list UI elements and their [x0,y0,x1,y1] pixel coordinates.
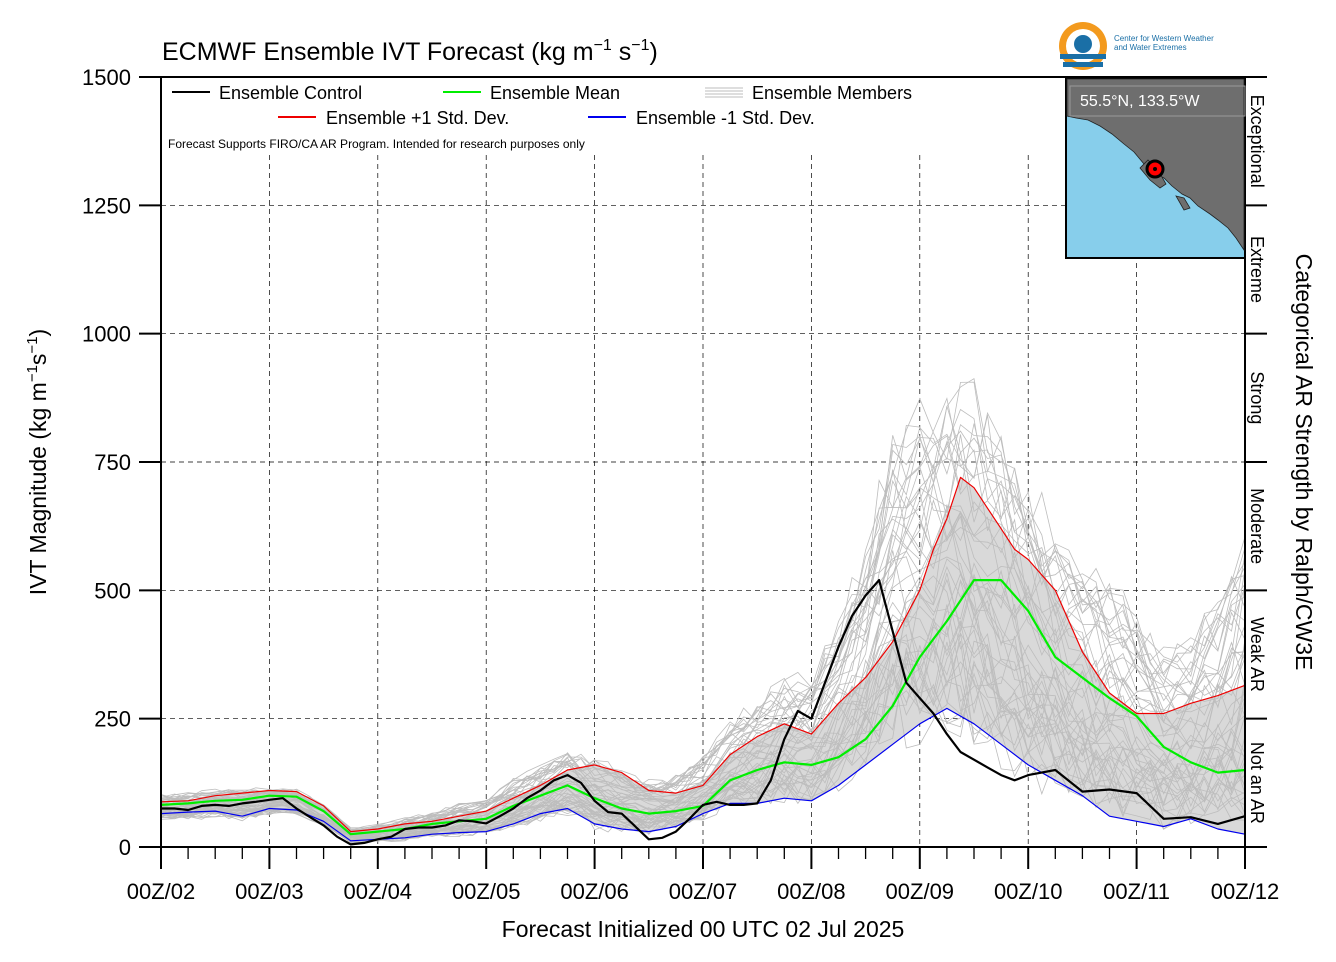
logo-text-line1: Center for Western Weather [1114,34,1214,43]
right-axis-label: Categorical AR Strength by Ralph/CW3E [1291,254,1317,671]
plot-area [160,155,1246,847]
research-note: Forecast Supports FIRO/CA AR Program. In… [168,137,585,151]
legend-label-members: Ensemble Members [752,83,912,103]
y-tick-label: 1000 [82,322,131,347]
inset-location-label: 55.5°N, 133.5°W [1080,93,1200,110]
axes: 0 250 500 750 1000 1250 1500 00Z/02 00Z/03 00Z/04… [82,65,1279,904]
ensemble-member-line [160,440,1246,831]
x-tick-label: 00Z/12 [1211,879,1280,904]
legend-label-plus: Ensemble +1 Std. Dev. [326,108,509,128]
y-tick-label: 750 [94,450,131,475]
ensemble-member-line [160,572,1246,839]
series-line-ensemble-1-std-dev- [160,707,1246,842]
legend: Ensemble Control Ensemble Mean Ensemble … [168,83,912,151]
y-tick-label: 0 [119,835,131,860]
inset-island-2 [1175,195,1191,211]
ensemble-member-line [160,664,1246,843]
legend-label-mean: Ensemble Mean [490,83,620,103]
logo-wave-bottom [1063,62,1103,67]
cw3e-logo: Center for Western Weather and Water Ext… [1059,22,1214,70]
category-label-strong: Strong [1247,371,1267,424]
x-tick-label: 00Z/08 [777,879,846,904]
logo-drop-icon [1074,35,1092,53]
chart-title: ECMWF Ensemble IVT Forecast (kg m−1 s−1) [162,37,658,66]
category-label-exceptional: Exceptional [1247,95,1267,188]
std-dev-band [161,477,1245,841]
ensemble-member-line [160,449,1246,833]
y-tick-label: 250 [94,707,131,732]
category-label-not-an-ar: Not an AR [1247,742,1267,824]
legend-label-control: Ensemble Control [219,83,362,103]
ensemble-member-line [160,504,1246,835]
category-label-extreme: Extreme [1247,236,1267,303]
x-tick-label: 00Z/09 [886,879,955,904]
category-label-weak-ar: Weak AR [1247,617,1267,692]
x-tick-label: 00Z/10 [994,879,1063,904]
inset-label-box [1069,85,1246,117]
x-tick-label: 00Z/11 [1103,879,1170,904]
series-line-ensemble-1-std-dev- [160,476,1246,833]
location-marker-center [1153,167,1157,171]
x-tick-label: 00Z/05 [452,879,521,904]
x-tick-label: 00Z/06 [560,879,629,904]
inset-map: 55.5°N, 133.5°W [1065,77,1246,259]
x-tick-label: 00Z/07 [669,879,738,904]
category-label-moderate: Moderate [1247,488,1267,564]
ensemble-member-line [160,405,1246,829]
ensemble-member-line [160,451,1246,834]
y-tick-label: 1250 [82,193,131,218]
x-tick-label: 00Z/04 [344,879,413,904]
logo-text-line2: and Water Extremes [1114,43,1187,52]
legend-swatch-members [705,87,743,98]
y-tick-label: 1500 [82,65,131,90]
y-tick-label: 500 [94,578,131,603]
x-tick-label: 00Z/02 [127,879,196,904]
legend-label-minus: Ensemble -1 Std. Dev. [636,108,815,128]
x-axis-label: Forecast Initialized 00 UTC 02 Jul 2025 [502,916,905,942]
x-tick-label: 00Z/03 [235,879,304,904]
ensemble-member-line [160,625,1246,841]
ensemble-member-line [160,650,1246,844]
y-axis-label: IVT Magnitude (kg m−1s−1) [24,329,51,595]
series-line-ensemble-control [161,578,1246,846]
logo-wave-top [1060,54,1106,59]
